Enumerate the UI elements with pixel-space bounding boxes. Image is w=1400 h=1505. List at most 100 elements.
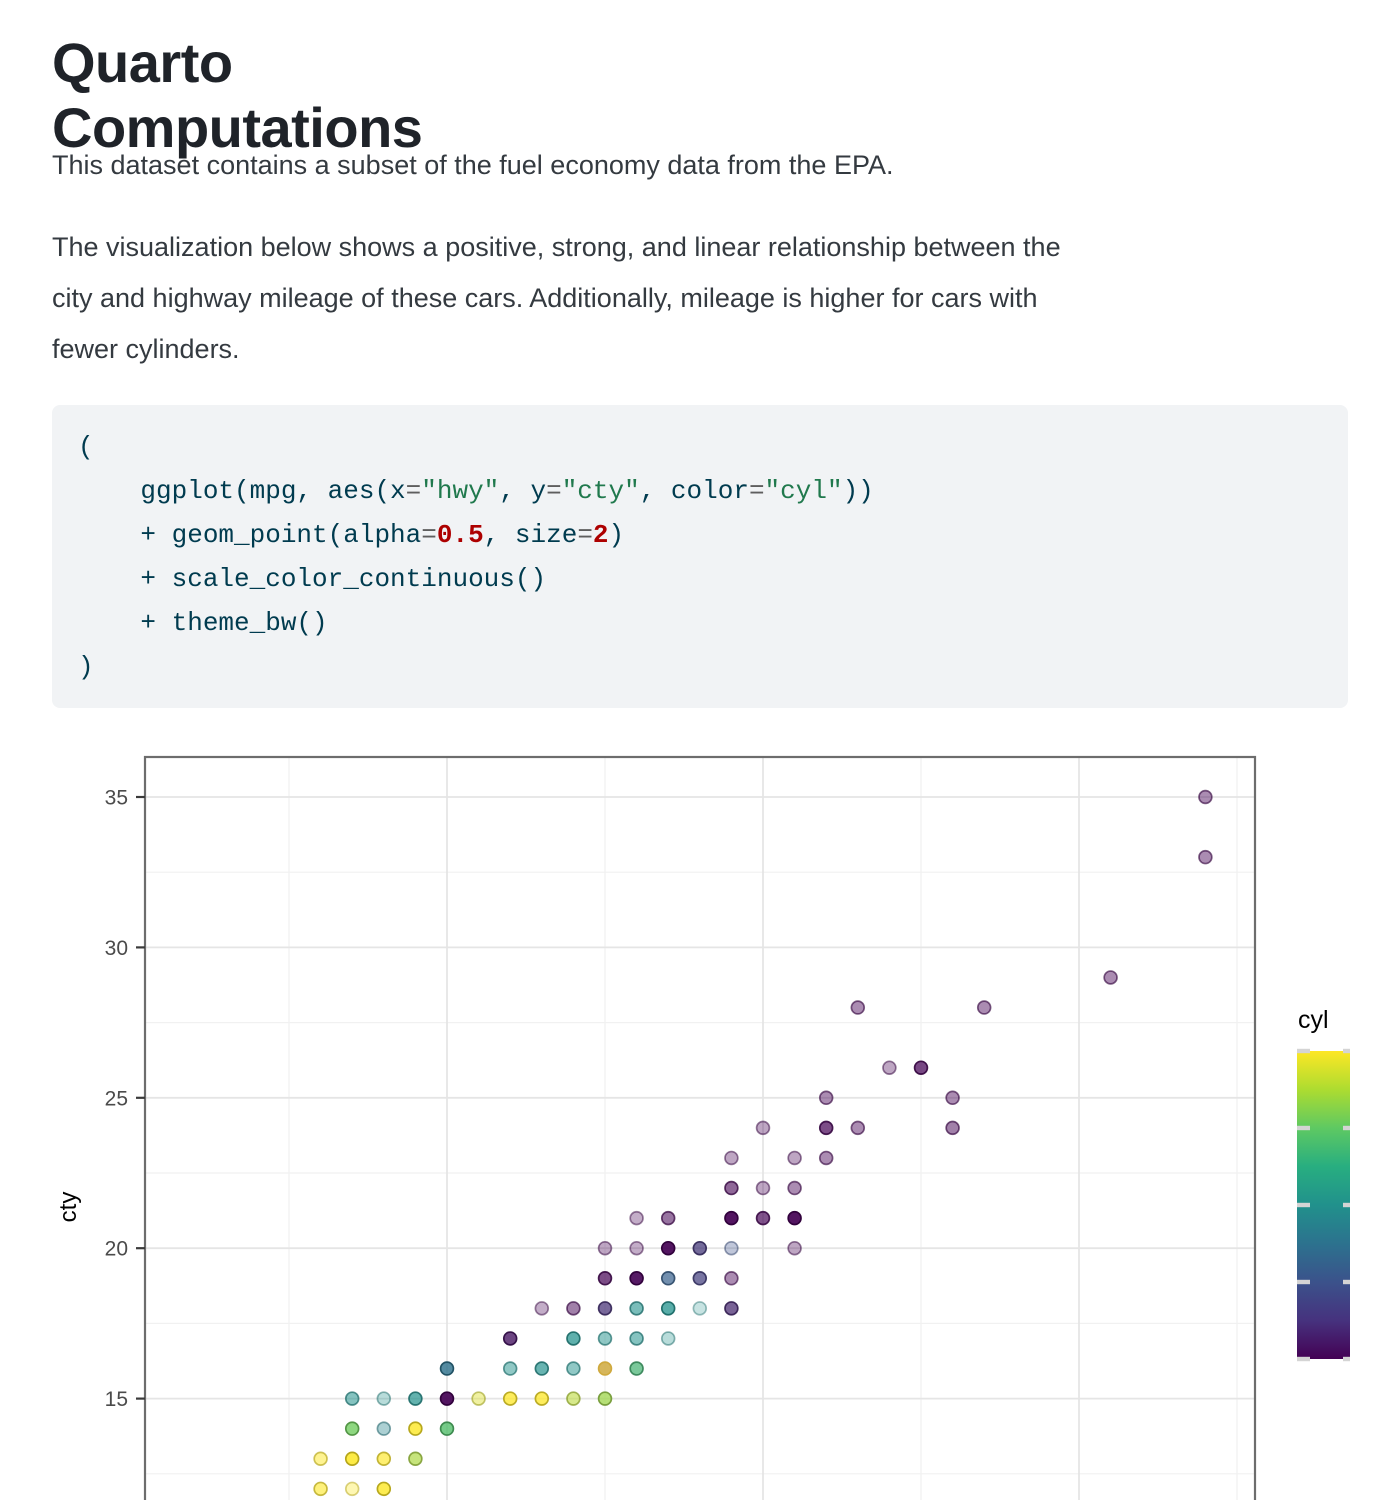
grid-minor xyxy=(145,757,1255,1500)
scatter-point xyxy=(850,1120,866,1136)
y-tick-label: 30 xyxy=(105,937,128,960)
scatter-point xyxy=(408,1451,423,1467)
scatter-point xyxy=(344,1451,360,1467)
code-line: ) xyxy=(78,652,94,682)
legend-title: cyl xyxy=(1298,1006,1329,1034)
scatter-point xyxy=(660,1301,676,1316)
scatter-point xyxy=(755,1180,771,1196)
scatter-point xyxy=(566,1301,581,1316)
code-line: ggplot(mpg, aes(x="hwy", y="cty", color=… xyxy=(78,476,874,506)
code-line: + geom_point(alpha=0.5, size=2) xyxy=(78,520,625,550)
scatter-point xyxy=(344,1391,360,1406)
scatter-point xyxy=(471,1391,486,1406)
scatter-point xyxy=(724,1271,739,1286)
scatter-point xyxy=(597,1331,613,1346)
scatter-point xyxy=(534,1301,550,1316)
scatter-point xyxy=(566,1391,581,1406)
plot-panel xyxy=(145,757,1255,1500)
scatter-point xyxy=(439,1361,455,1376)
page-title: Quarto Computations xyxy=(52,31,423,159)
description-paragraph: The visualization below shows a positive… xyxy=(52,232,1061,364)
scatter-point xyxy=(787,1150,802,1166)
scatter-point xyxy=(945,1120,960,1136)
scatter-point xyxy=(597,1271,613,1286)
scatter-point xyxy=(818,1150,834,1166)
scatter-point xyxy=(1103,970,1118,985)
scatter-point xyxy=(755,1120,771,1136)
scatter-point xyxy=(692,1301,708,1316)
code-block: ( ggplot(mpg, aes(x="hwy", y="cty", colo… xyxy=(52,405,1348,708)
scatter-point xyxy=(502,1361,518,1376)
scatter-point xyxy=(597,1391,613,1406)
data-points xyxy=(313,789,1213,1497)
grid-major xyxy=(145,757,1255,1500)
scatter-plot-figure: 35 30 25 20 15 cty cyl xyxy=(0,735,1400,1505)
scatter-point xyxy=(502,1331,518,1346)
scatter-point xyxy=(344,1421,360,1436)
scatter-point xyxy=(660,1210,676,1226)
scatter-point xyxy=(534,1391,550,1406)
legend-colorbar: cyl xyxy=(1297,1006,1350,1362)
scatter-point xyxy=(724,1210,739,1226)
intro-paragraph: This dataset contains a subset of the fu… xyxy=(52,150,894,180)
scatter-point xyxy=(660,1331,676,1346)
scatter-point xyxy=(597,1301,613,1316)
panel-border xyxy=(143,755,1257,1505)
scatter-point xyxy=(787,1180,802,1196)
scatter-point xyxy=(629,1210,644,1226)
scatter-point xyxy=(787,1210,802,1226)
scatter-point xyxy=(408,1421,423,1436)
colorbar-tick xyxy=(1297,1202,1310,1208)
scatter-point xyxy=(724,1150,739,1166)
colorbar-tick xyxy=(1343,1048,1350,1054)
code-content: ( ggplot(mpg, aes(x="hwy", y="cty", colo… xyxy=(78,425,1322,689)
scatter-point xyxy=(850,1000,866,1015)
scatter-point xyxy=(629,1331,644,1346)
scatter-point xyxy=(629,1301,644,1316)
scatter-point xyxy=(629,1271,644,1286)
scatter-point xyxy=(755,1210,771,1226)
scatter-point xyxy=(913,1060,929,1075)
scatter-point xyxy=(724,1180,739,1196)
colorbar-tick xyxy=(1343,1279,1350,1285)
code-line: + scale_color_continuous() xyxy=(78,564,547,594)
scatter-point xyxy=(534,1361,550,1376)
scatter-point xyxy=(660,1271,676,1286)
colorbar-tick xyxy=(1343,1202,1350,1208)
scatter-point xyxy=(787,1240,802,1256)
scatter-plot-svg: 35 30 25 20 15 cty cyl xyxy=(55,755,1350,1505)
code-line: ( xyxy=(78,432,94,462)
y-tick-label: 15 xyxy=(105,1388,128,1411)
colorbar-tick xyxy=(1297,1356,1310,1362)
scatter-point xyxy=(439,1391,455,1406)
scatter-point xyxy=(376,1421,392,1436)
scatter-point xyxy=(566,1361,581,1376)
scatter-point xyxy=(597,1361,613,1376)
scatter-point xyxy=(660,1240,676,1256)
scatter-point xyxy=(976,1000,992,1015)
y-axis-title: cty xyxy=(55,1192,82,1223)
scatter-point xyxy=(597,1240,613,1256)
scatter-point xyxy=(692,1271,708,1286)
scatter-point xyxy=(376,1481,392,1497)
y-axis: 35 30 25 20 15 xyxy=(105,787,145,1411)
scatter-point xyxy=(692,1240,708,1256)
scatter-point xyxy=(344,1481,360,1497)
scatter-point xyxy=(629,1361,644,1376)
scatter-point xyxy=(1198,849,1213,865)
code-line: + theme_bw() xyxy=(78,608,328,638)
colorbar-tick xyxy=(1297,1048,1310,1054)
scatter-point xyxy=(313,1451,328,1467)
scatter-point xyxy=(408,1391,423,1406)
scatter-point xyxy=(945,1090,960,1106)
scatter-point xyxy=(724,1301,739,1316)
colorbar-tick xyxy=(1343,1356,1350,1362)
scatter-point xyxy=(376,1451,392,1467)
scatter-point xyxy=(724,1240,739,1256)
scatter-point xyxy=(439,1421,455,1436)
scatter-point xyxy=(882,1060,897,1075)
scatter-point xyxy=(502,1391,518,1406)
scatter-point xyxy=(1198,789,1213,805)
scatter-point xyxy=(629,1240,644,1256)
colorbar-tick xyxy=(1297,1279,1310,1285)
